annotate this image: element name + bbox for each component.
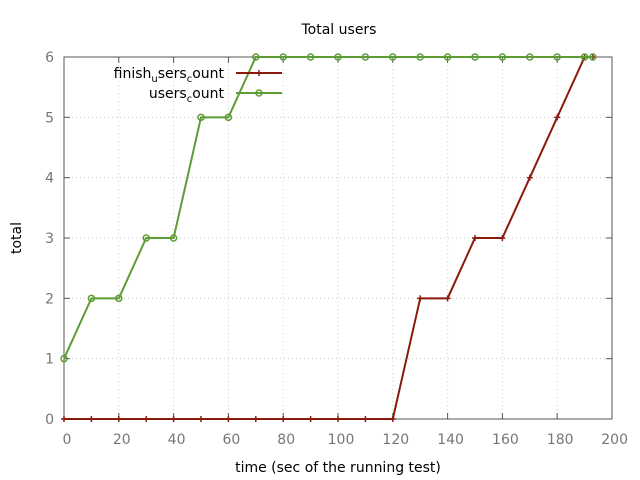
data-point bbox=[252, 416, 259, 422]
data-point bbox=[307, 416, 314, 422]
data-point bbox=[362, 416, 369, 422]
y-tick-label: 4 bbox=[45, 171, 54, 187]
x-tick-label: 140 bbox=[437, 432, 464, 448]
data-point bbox=[389, 53, 397, 61]
data-point bbox=[169, 234, 178, 242]
y-tick-label: 2 bbox=[45, 291, 54, 307]
x-tick-label: 180 bbox=[547, 432, 574, 448]
data-point bbox=[306, 53, 315, 61]
y-tick-label: 3 bbox=[45, 231, 54, 247]
data-point bbox=[334, 53, 342, 61]
data-point bbox=[526, 53, 534, 61]
data-point bbox=[87, 294, 96, 303]
data-point bbox=[170, 416, 177, 422]
x-tick-label: 0 bbox=[63, 432, 72, 448]
y-axis-label: total bbox=[9, 222, 25, 254]
x-tick-label: 200 bbox=[601, 432, 628, 448]
data-point bbox=[361, 53, 370, 61]
x-axis-label: time (sec of the running test) bbox=[235, 460, 441, 476]
data-point bbox=[279, 53, 287, 61]
data-point bbox=[526, 174, 533, 181]
legend-label: finishuserscount bbox=[114, 66, 225, 85]
data-point bbox=[471, 53, 479, 61]
data-point bbox=[255, 89, 263, 97]
data-point bbox=[280, 416, 287, 422]
x-tick-label: 40 bbox=[168, 432, 186, 448]
data-point bbox=[443, 53, 452, 61]
y-tick-label: 6 bbox=[45, 50, 54, 66]
x-tick-label: 160 bbox=[492, 432, 519, 448]
data-point bbox=[580, 53, 589, 61]
legend-label: userscount bbox=[149, 86, 225, 105]
data-point bbox=[225, 416, 232, 422]
data-point bbox=[115, 416, 122, 422]
data-point bbox=[554, 114, 561, 121]
data-point bbox=[335, 416, 341, 422]
data-point bbox=[416, 53, 424, 61]
y-tick-label: 1 bbox=[45, 352, 54, 368]
data-point bbox=[197, 113, 205, 122]
y-tick-labels: 0 1 2 3 4 5 6 bbox=[45, 50, 54, 428]
data-point bbox=[256, 70, 262, 76]
data-point bbox=[444, 295, 451, 302]
data-point bbox=[498, 53, 507, 61]
y-tick-label: 0 bbox=[45, 412, 54, 428]
data-point bbox=[60, 354, 68, 363]
data-point bbox=[553, 53, 561, 61]
data-point bbox=[198, 416, 204, 422]
x-tick-label: 80 bbox=[277, 432, 295, 448]
data-point bbox=[115, 294, 123, 303]
x-tick-label: 20 bbox=[113, 432, 131, 448]
x-tick-label: 100 bbox=[328, 432, 355, 448]
series-layer bbox=[60, 53, 597, 422]
data-point bbox=[472, 235, 478, 241]
data-point bbox=[389, 416, 396, 422]
chart-title: Total users bbox=[301, 22, 377, 38]
data-point bbox=[61, 416, 67, 422]
y-tick-label: 5 bbox=[45, 110, 54, 126]
data-point bbox=[224, 113, 233, 122]
data-point bbox=[88, 416, 95, 422]
data-point bbox=[143, 416, 150, 422]
series-finish_users_count bbox=[61, 54, 596, 422]
x-tick-label: 60 bbox=[222, 432, 240, 448]
series-line bbox=[63, 56, 593, 360]
series-users_count bbox=[60, 53, 597, 363]
data-point bbox=[499, 235, 506, 241]
data-point bbox=[142, 234, 150, 242]
x-tick-labels: 0 20 40 60 80 100 120 140 160 180 200 bbox=[63, 432, 628, 448]
data-point bbox=[589, 53, 597, 61]
x-tick-label: 120 bbox=[382, 432, 409, 448]
data-point bbox=[417, 295, 424, 302]
data-point bbox=[252, 53, 260, 61]
